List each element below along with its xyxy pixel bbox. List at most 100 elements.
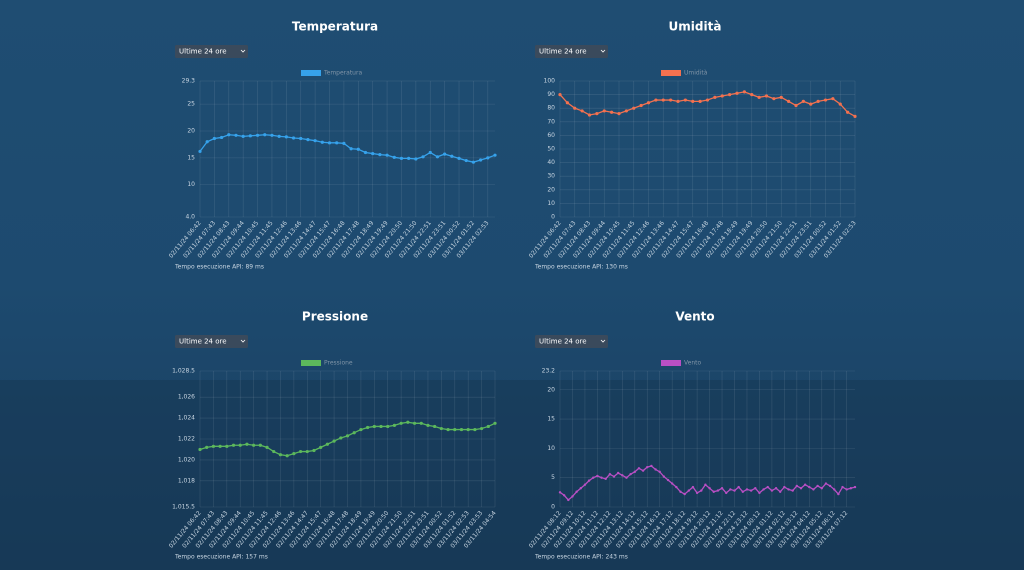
y-tick-label: 23.2	[542, 368, 556, 375]
data-point	[583, 483, 587, 486]
api-time: Tempo esecuzione API: 157 ms	[174, 554, 268, 561]
data-point	[426, 423, 430, 427]
data-point	[749, 489, 753, 492]
data-point	[764, 94, 769, 98]
data-point	[783, 485, 786, 489]
data-point	[385, 153, 389, 157]
chart-title: Umidità	[669, 20, 722, 34]
data-point	[579, 487, 582, 490]
data-point	[399, 156, 404, 161]
data-point	[713, 95, 717, 99]
data-point	[587, 113, 592, 117]
data-point	[803, 483, 807, 486]
data-point	[724, 491, 728, 495]
dropdown-caret	[240, 339, 246, 343]
data-point	[639, 103, 643, 108]
y-tick-label: 15	[187, 154, 195, 161]
range-dropdown[interactable]	[175, 335, 248, 348]
data-point	[787, 99, 791, 103]
data-point	[683, 492, 686, 496]
data-point	[284, 135, 288, 139]
data-point	[218, 444, 222, 448]
data-point	[828, 484, 832, 488]
data-point	[658, 470, 661, 474]
data-point	[624, 109, 628, 113]
data-point	[824, 482, 828, 485]
data-point	[371, 151, 375, 156]
data-point	[700, 489, 703, 492]
chart-title: Vento	[675, 310, 714, 324]
data-point	[716, 489, 720, 492]
data-point	[446, 427, 450, 432]
data-point	[779, 95, 783, 99]
data-point	[735, 91, 739, 95]
chart-title: Temperatura	[292, 20, 378, 34]
data-point	[737, 485, 740, 489]
range-dropdown[interactable]	[175, 45, 248, 58]
range-dropdown[interactable]	[535, 45, 608, 58]
data-point	[571, 495, 574, 498]
data-point	[676, 99, 680, 103]
data-point	[219, 135, 224, 140]
legend-label: Temperatura	[323, 70, 362, 77]
y-tick-label: 10	[547, 445, 555, 452]
data-point	[633, 470, 636, 474]
data-point	[565, 101, 569, 105]
data-point	[779, 490, 782, 493]
background-shade	[0, 380, 1024, 570]
data-point	[241, 134, 245, 138]
data-point	[666, 478, 670, 482]
legend-label: Umidità	[684, 70, 708, 77]
data-point	[342, 141, 346, 145]
y-tick-label: 20	[187, 127, 195, 134]
dropdown-caret	[600, 339, 606, 343]
data-point	[459, 427, 464, 432]
data-point	[466, 427, 470, 432]
data-point	[610, 110, 614, 114]
data-point	[345, 434, 350, 438]
range-dropdown[interactable]	[535, 335, 608, 348]
y-tick-label: 1,024	[178, 415, 195, 422]
data-point	[766, 485, 769, 489]
dropdown-caret	[600, 49, 606, 53]
data-point	[816, 99, 820, 103]
data-point	[833, 488, 836, 491]
data-point	[558, 491, 562, 494]
data-point	[567, 498, 570, 502]
data-point	[319, 445, 323, 449]
range-dropdown-label: Ultime 24 ore	[539, 338, 587, 346]
data-point	[616, 471, 620, 475]
data-point	[637, 467, 641, 470]
y-tick-label: 1,020	[178, 456, 195, 463]
data-point	[473, 427, 477, 432]
y-tick-label: 0	[551, 214, 555, 221]
data-point	[728, 93, 732, 97]
data-point	[772, 97, 776, 101]
data-point	[646, 101, 651, 105]
data-point	[464, 158, 468, 163]
data-point	[758, 491, 761, 495]
y-tick-label: 10	[187, 181, 195, 188]
data-point	[379, 424, 383, 429]
data-point	[604, 477, 607, 481]
data-point	[270, 133, 274, 137]
data-point	[573, 106, 577, 110]
data-point	[234, 133, 238, 137]
data-point	[479, 426, 484, 431]
data-point	[708, 487, 711, 490]
data-point	[263, 133, 267, 137]
api-time: Tempo esecuzione API: 89 ms	[174, 264, 264, 271]
data-point	[421, 155, 425, 159]
data-point	[729, 488, 732, 491]
data-point	[745, 488, 749, 491]
data-point	[669, 98, 673, 102]
data-point	[320, 140, 324, 144]
legend-swatch	[301, 70, 321, 76]
data-point	[205, 140, 209, 144]
data-point	[823, 98, 828, 102]
data-point	[479, 158, 483, 162]
data-point	[245, 442, 249, 446]
dropdown-caret	[240, 49, 246, 53]
data-point	[654, 98, 658, 102]
